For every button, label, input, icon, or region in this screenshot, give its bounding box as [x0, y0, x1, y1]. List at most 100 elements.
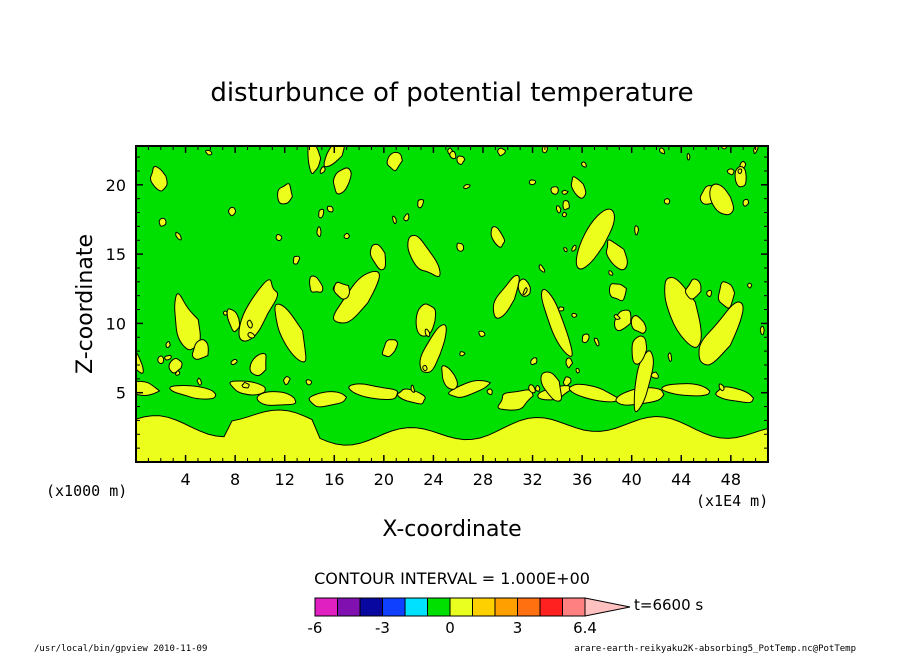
- x-tick-label: 28: [473, 470, 493, 489]
- positive-region: [158, 217, 167, 227]
- plot-area: [136, 146, 768, 462]
- positive-region: [747, 282, 753, 289]
- positive-region: [305, 379, 312, 386]
- positive-region: [309, 275, 324, 293]
- x-tick-label: 20: [374, 470, 394, 489]
- x-tick-label: 32: [522, 470, 542, 489]
- positive-region: [555, 205, 562, 214]
- positive-region: [570, 176, 587, 199]
- x-tick-label: 24: [423, 470, 443, 489]
- positive-region: [205, 149, 213, 156]
- colorbar-cell: [337, 597, 361, 617]
- positive-region: [561, 211, 568, 218]
- positive-region: [415, 303, 437, 337]
- chart-title: disturbunce of potential temperature: [210, 78, 693, 108]
- positive-region: [608, 283, 627, 302]
- positive-region: [441, 365, 458, 390]
- positive-region: [410, 384, 416, 393]
- positive-region: [292, 255, 301, 265]
- positive-region: [274, 303, 307, 363]
- positive-region: [575, 208, 615, 270]
- positive-region: [759, 325, 765, 336]
- contour-interval-label: CONTOUR INTERVAL = 1.000E+00: [314, 569, 590, 588]
- positive-region: [478, 330, 486, 337]
- colorbar-cell: [314, 597, 338, 617]
- colorbar-cell: [404, 597, 428, 617]
- x-tick-label: 16: [324, 470, 344, 489]
- colorbar-cell: [494, 597, 518, 617]
- x-tick-label: 40: [622, 470, 642, 489]
- positive-region: [332, 167, 352, 195]
- positive-region: [715, 386, 755, 404]
- y-tick-label: 5: [116, 384, 126, 403]
- colorbar-label: -3: [375, 619, 390, 637]
- positive-region: [663, 198, 671, 205]
- y-axis-label: Z-coordinate: [73, 234, 98, 374]
- positive-region: [490, 226, 506, 248]
- colorbar-label: 0: [445, 619, 455, 637]
- colorbar-cell: [562, 597, 586, 617]
- positive-region: [550, 186, 559, 195]
- x-unit-left: (x1000 m): [46, 482, 127, 500]
- colorbar-cell: [382, 597, 406, 617]
- positive-region: [169, 384, 217, 400]
- positive-region: [175, 231, 182, 241]
- positive-region: [456, 242, 465, 252]
- x-tick-label: 8: [230, 470, 240, 489]
- positive-region: [535, 385, 541, 392]
- positive-region: [563, 247, 568, 253]
- positive-region: [540, 371, 563, 402]
- positive-region: [157, 355, 165, 365]
- positive-region: [422, 364, 428, 372]
- colorbar-label: 3: [513, 619, 523, 637]
- positive-region: [630, 315, 647, 334]
- positive-region: [684, 278, 702, 300]
- colorbar-cell: [472, 597, 496, 617]
- positive-region: [571, 312, 578, 318]
- x-tick-label: 44: [671, 470, 691, 489]
- positive-region: [517, 278, 531, 297]
- positive-region: [664, 276, 702, 348]
- positive-region: [424, 328, 431, 338]
- positive-region: [581, 161, 587, 168]
- positive-region: [397, 388, 426, 405]
- positive-region: [283, 376, 291, 386]
- x-tick-label: 36: [572, 470, 592, 489]
- positive-region: [326, 205, 334, 213]
- positive-region: [226, 308, 241, 333]
- footer-right: arare-earth-reikyaku2K-absorbing5_PotTem…: [574, 644, 856, 654]
- positive-region: [486, 388, 493, 396]
- y-tick-label: 20: [106, 176, 126, 195]
- positive-region: [718, 383, 725, 392]
- positive-region: [497, 147, 506, 157]
- positive-region: [608, 270, 614, 276]
- positive-region: [247, 331, 256, 339]
- positive-region: [459, 351, 466, 357]
- positive-region: [709, 183, 734, 216]
- positive-region: [538, 264, 546, 273]
- positive-region: [318, 208, 325, 219]
- positive-region: [323, 146, 345, 168]
- positive-region: [605, 239, 628, 271]
- positive-region: [650, 371, 659, 379]
- positive-region: [230, 358, 238, 366]
- colorbar-cell: [517, 597, 541, 617]
- colorbar-cell: [427, 597, 451, 617]
- positive-region: [246, 319, 253, 329]
- positive-region: [634, 225, 640, 236]
- positive-region: [308, 391, 348, 408]
- positive-region: [348, 383, 399, 401]
- positive-region: [562, 376, 572, 387]
- positive-region: [407, 234, 441, 278]
- positive-region: [419, 324, 447, 373]
- positive-region: [726, 168, 735, 176]
- positive-region: [561, 189, 569, 195]
- positive-region: [403, 213, 410, 222]
- footer-left: /usr/local/bin/gpview 2010-11-09: [34, 644, 207, 654]
- positive-region: [575, 367, 580, 374]
- colorbar-label: -6: [308, 619, 323, 637]
- y-tick-label: 15: [106, 245, 126, 264]
- positive-region: [307, 146, 322, 174]
- colorbar-cell: [449, 597, 473, 617]
